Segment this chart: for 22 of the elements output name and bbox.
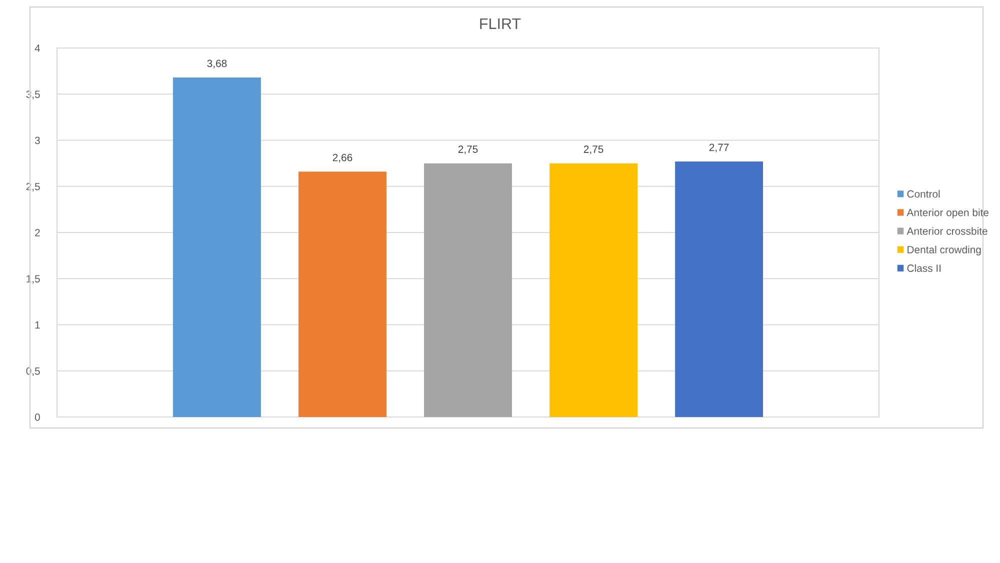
bar <box>298 172 386 417</box>
legend-label: Anterior crossbite <box>906 227 988 235</box>
data-label: 2,77 <box>709 144 729 152</box>
legend-label: Class II <box>907 264 941 272</box>
data-label: 3,68 <box>207 60 227 68</box>
legend-label: Control <box>907 190 940 198</box>
y-tick-label: 1 <box>35 321 40 329</box>
y-tick-label: 4 <box>34 44 40 52</box>
data-label: 2,66 <box>332 154 352 162</box>
y-tick-label: 1,5 <box>26 275 40 284</box>
data-label: 2,75 <box>584 146 604 154</box>
bar <box>172 78 261 417</box>
bar <box>424 163 512 417</box>
y-tick-label: 3 <box>34 136 40 144</box>
bar <box>550 163 638 417</box>
y-tick-label: 0 <box>34 414 40 421</box>
legend-label: Dental crowding <box>908 246 981 256</box>
chart-title: FLIRT <box>480 18 521 29</box>
y-tick-label: 2 <box>35 229 40 236</box>
legend-label: Anterior open bite <box>906 208 989 218</box>
data-label: 2,75 <box>458 146 478 154</box>
bar <box>675 161 764 417</box>
